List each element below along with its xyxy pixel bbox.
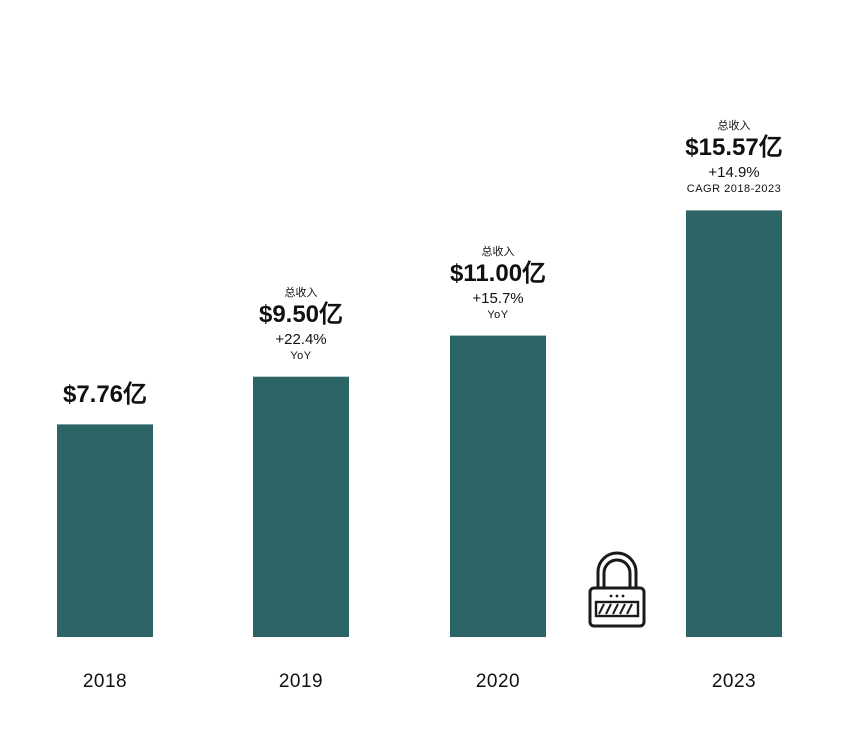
x-tick-label-2023: 2023 xyxy=(711,671,757,692)
revenue-label-2019: 总收入 xyxy=(284,286,318,299)
data-label-2019: 总收入 $9.50亿 +22.4% YoY xyxy=(201,286,401,363)
growth-basis-label-2019: YoY xyxy=(290,349,312,362)
growth-label-2019: +22.4% xyxy=(275,330,327,348)
value-label-2020: $11.00亿 xyxy=(449,259,547,287)
data-label-2020: 总收入 $11.00亿 +15.7% YoY xyxy=(398,245,598,322)
data-label-2023: 总收入 $15.57亿 +14.9% CAGR 2018-2023 xyxy=(634,119,834,196)
revenue-label-2023: 总收入 xyxy=(717,120,751,133)
value-label-2019: $9.50亿 xyxy=(258,300,344,328)
x-tick-label-2018: 2018 xyxy=(82,671,128,692)
growth-basis-label-2023: CAGR 2018-2023 xyxy=(686,183,782,196)
growth-label-2023: +14.9% xyxy=(708,164,760,182)
revenue-label-2020: 总收入 xyxy=(481,245,515,258)
bar-2023 xyxy=(686,210,782,637)
value-label-2023: $15.57亿 xyxy=(685,134,783,162)
bar-2020 xyxy=(450,335,546,637)
growth-basis-label-2020: YoY xyxy=(487,308,509,321)
data-label-2018: $7.76亿 xyxy=(5,380,205,410)
lock-icon xyxy=(588,550,646,635)
bar-2018 xyxy=(57,424,153,637)
bar-2019 xyxy=(253,376,349,637)
x-tick-label-2020: 2020 xyxy=(475,671,521,692)
growth-label-2020: +15.7% xyxy=(472,289,524,307)
x-tick-label-2019: 2019 xyxy=(278,671,324,692)
value-label-2018: $7.76亿 xyxy=(62,381,148,409)
